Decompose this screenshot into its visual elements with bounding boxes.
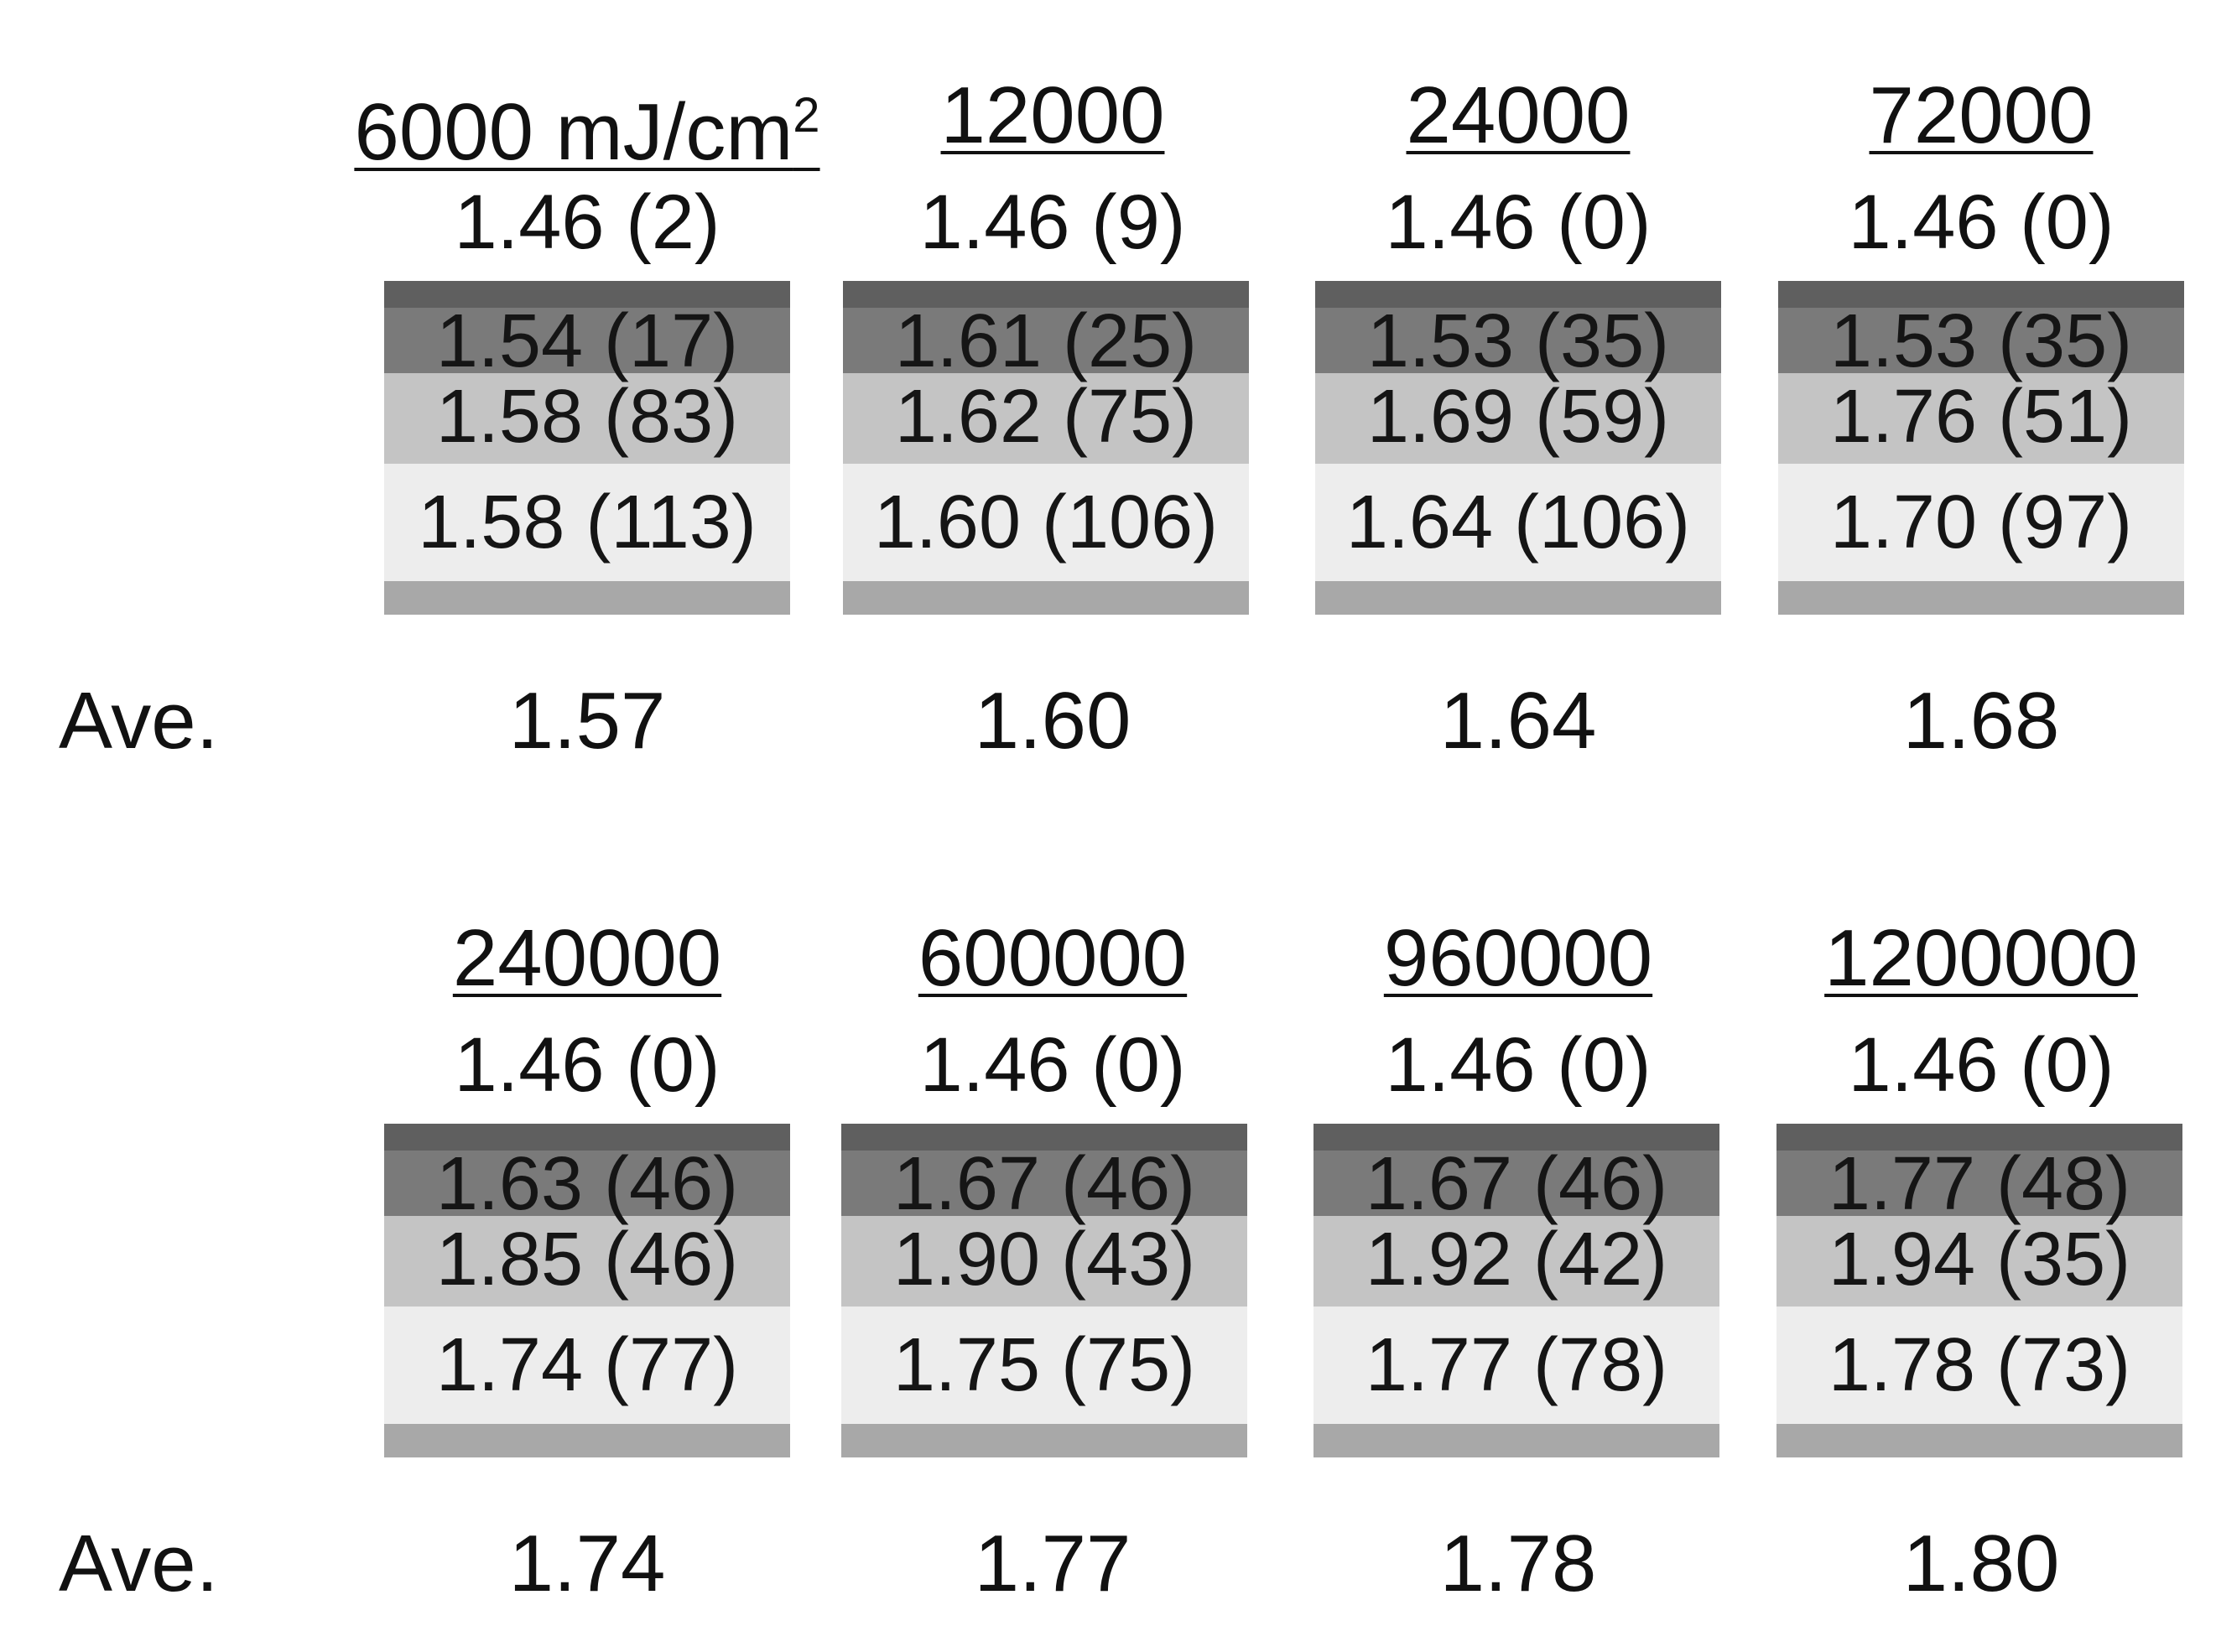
layer2-value: 1.90 (43) [841,1218,1247,1301]
layer2-value: 1.85 (46) [384,1218,790,1301]
layer2-value: 1.62 (75) [843,375,1249,459]
layer-stack: 1.67 (46) 1.92 (42) 1.77 (78) [1313,1124,1719,1457]
average-value: 1.64 [1283,671,1753,771]
substrate-band [1315,581,1721,615]
layer-stack: 1.53 (35) 1.69 (59) 1.64 (106) [1315,281,1721,615]
substrate-band [841,1424,1247,1457]
top-layer-value: 1.46 (0) [1283,172,1753,273]
layer2-value: 1.92 (42) [1313,1218,1719,1301]
top-layer-value: 1.46 (9) [818,172,1287,273]
average-value: 1.74 [352,1514,822,1614]
dose-heading: 1200000 [1746,908,2216,1009]
layer1-value: 1.67 (46) [1313,1142,1719,1226]
average-value: 1.57 [352,671,822,771]
layer3-value: 1.74 (77) [384,1323,790,1407]
layer-stack: 1.53 (35) 1.76 (51) 1.70 (97) [1778,281,2184,615]
layer1-value: 1.53 (35) [1315,299,1721,383]
layer1-value: 1.67 (46) [841,1142,1247,1226]
average-value: 1.68 [1746,671,2216,771]
top-layer-value: 1.46 (0) [352,1015,822,1115]
dose-heading: 960000 [1283,908,1753,1009]
layer1-value: 1.54 (17) [384,299,790,383]
dose-heading: 240000 [352,908,822,1009]
layer-stack: 1.61 (25) 1.62 (75) 1.60 (106) [843,281,1249,615]
layer3-value: 1.58 (113) [384,481,790,564]
layer3-value: 1.70 (97) [1778,481,2184,564]
average-label: Ave. [59,671,218,771]
layer3-value: 1.64 (106) [1315,481,1721,564]
dose-heading: 72000 [1746,65,2216,166]
layer2-value: 1.76 (51) [1778,375,2184,459]
top-layer-value: 1.46 (2) [352,172,822,273]
dose-heading: 6000 mJ/cm2 [352,65,822,183]
layer2-value: 1.69 (59) [1315,375,1721,459]
substrate-band [1776,1424,2182,1457]
top-layer-value: 1.46 (0) [1746,1015,2216,1115]
layer-stack: 1.77 (48) 1.94 (35) 1.78 (73) [1776,1124,2182,1457]
average-value: 1.77 [818,1514,1287,1614]
average-value: 1.60 [818,671,1287,771]
dose-heading: 24000 [1283,65,1753,166]
layer-stack: 1.63 (46) 1.85 (46) 1.74 (77) [384,1124,790,1457]
dose-heading: 12000 [818,65,1287,166]
layer1-value: 1.77 (48) [1776,1142,2182,1226]
layer3-value: 1.60 (106) [843,481,1249,564]
substrate-band [1778,581,2184,615]
top-layer-value: 1.46 (0) [1283,1015,1753,1115]
layer1-value: 1.63 (46) [384,1142,790,1226]
average-value: 1.80 [1746,1514,2216,1614]
layer3-value: 1.77 (78) [1313,1323,1719,1407]
average-value: 1.78 [1283,1514,1753,1614]
layer2-value: 1.58 (83) [384,375,790,459]
dose-heading: 600000 [818,908,1287,1009]
substrate-band [384,1424,790,1457]
layer2-value: 1.94 (35) [1776,1218,2182,1301]
layer-stack: 1.54 (17) 1.58 (83) 1.58 (113) [384,281,790,615]
unit-superscript: 2 [793,88,819,143]
top-layer-value: 1.46 (0) [818,1015,1287,1115]
layer1-value: 1.61 (25) [843,299,1249,383]
top-layer-value: 1.46 (0) [1746,172,2216,273]
substrate-band [1313,1424,1719,1457]
layer-stack: 1.67 (46) 1.90 (43) 1.75 (75) [841,1124,1247,1457]
substrate-band [843,581,1249,615]
average-label: Ave. [59,1514,218,1614]
layer3-value: 1.78 (73) [1776,1323,2182,1407]
substrate-band [384,581,790,615]
layer1-value: 1.53 (35) [1778,299,2184,383]
layer3-value: 1.75 (75) [841,1323,1247,1407]
